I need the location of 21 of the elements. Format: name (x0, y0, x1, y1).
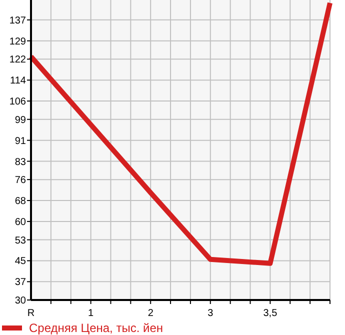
y-tick-label: 37 (14, 277, 26, 288)
y-tick-label: 106 (9, 96, 26, 108)
y-tick-label: 129 (9, 36, 26, 48)
y-tick-label: 99 (14, 114, 26, 126)
x-tick-label: R (27, 308, 35, 319)
y-tick-label: 91 (14, 136, 26, 147)
x-tick-label: 1 (88, 308, 94, 319)
y-tick-label: 83 (14, 156, 26, 168)
y-tick-label: 68 (14, 196, 26, 208)
y-tick-label: 45 (14, 256, 26, 268)
y-tick-label: 114 (10, 76, 26, 87)
y-tick-label: 76 (14, 175, 26, 186)
x-tick-label: 3 (208, 308, 214, 319)
x-tick-label: 3,5 (263, 308, 278, 319)
y-tick-label: 60 (14, 216, 26, 228)
legend-label: Средняя Цена, тыс. йен (29, 321, 164, 335)
x-tick-label: 2 (148, 308, 154, 319)
y-tick-label: 30 (14, 296, 26, 306)
y-tick-label: 53 (14, 235, 26, 246)
y-tick-label: 122 (9, 54, 26, 66)
y-tick-label: 137 (9, 15, 26, 26)
